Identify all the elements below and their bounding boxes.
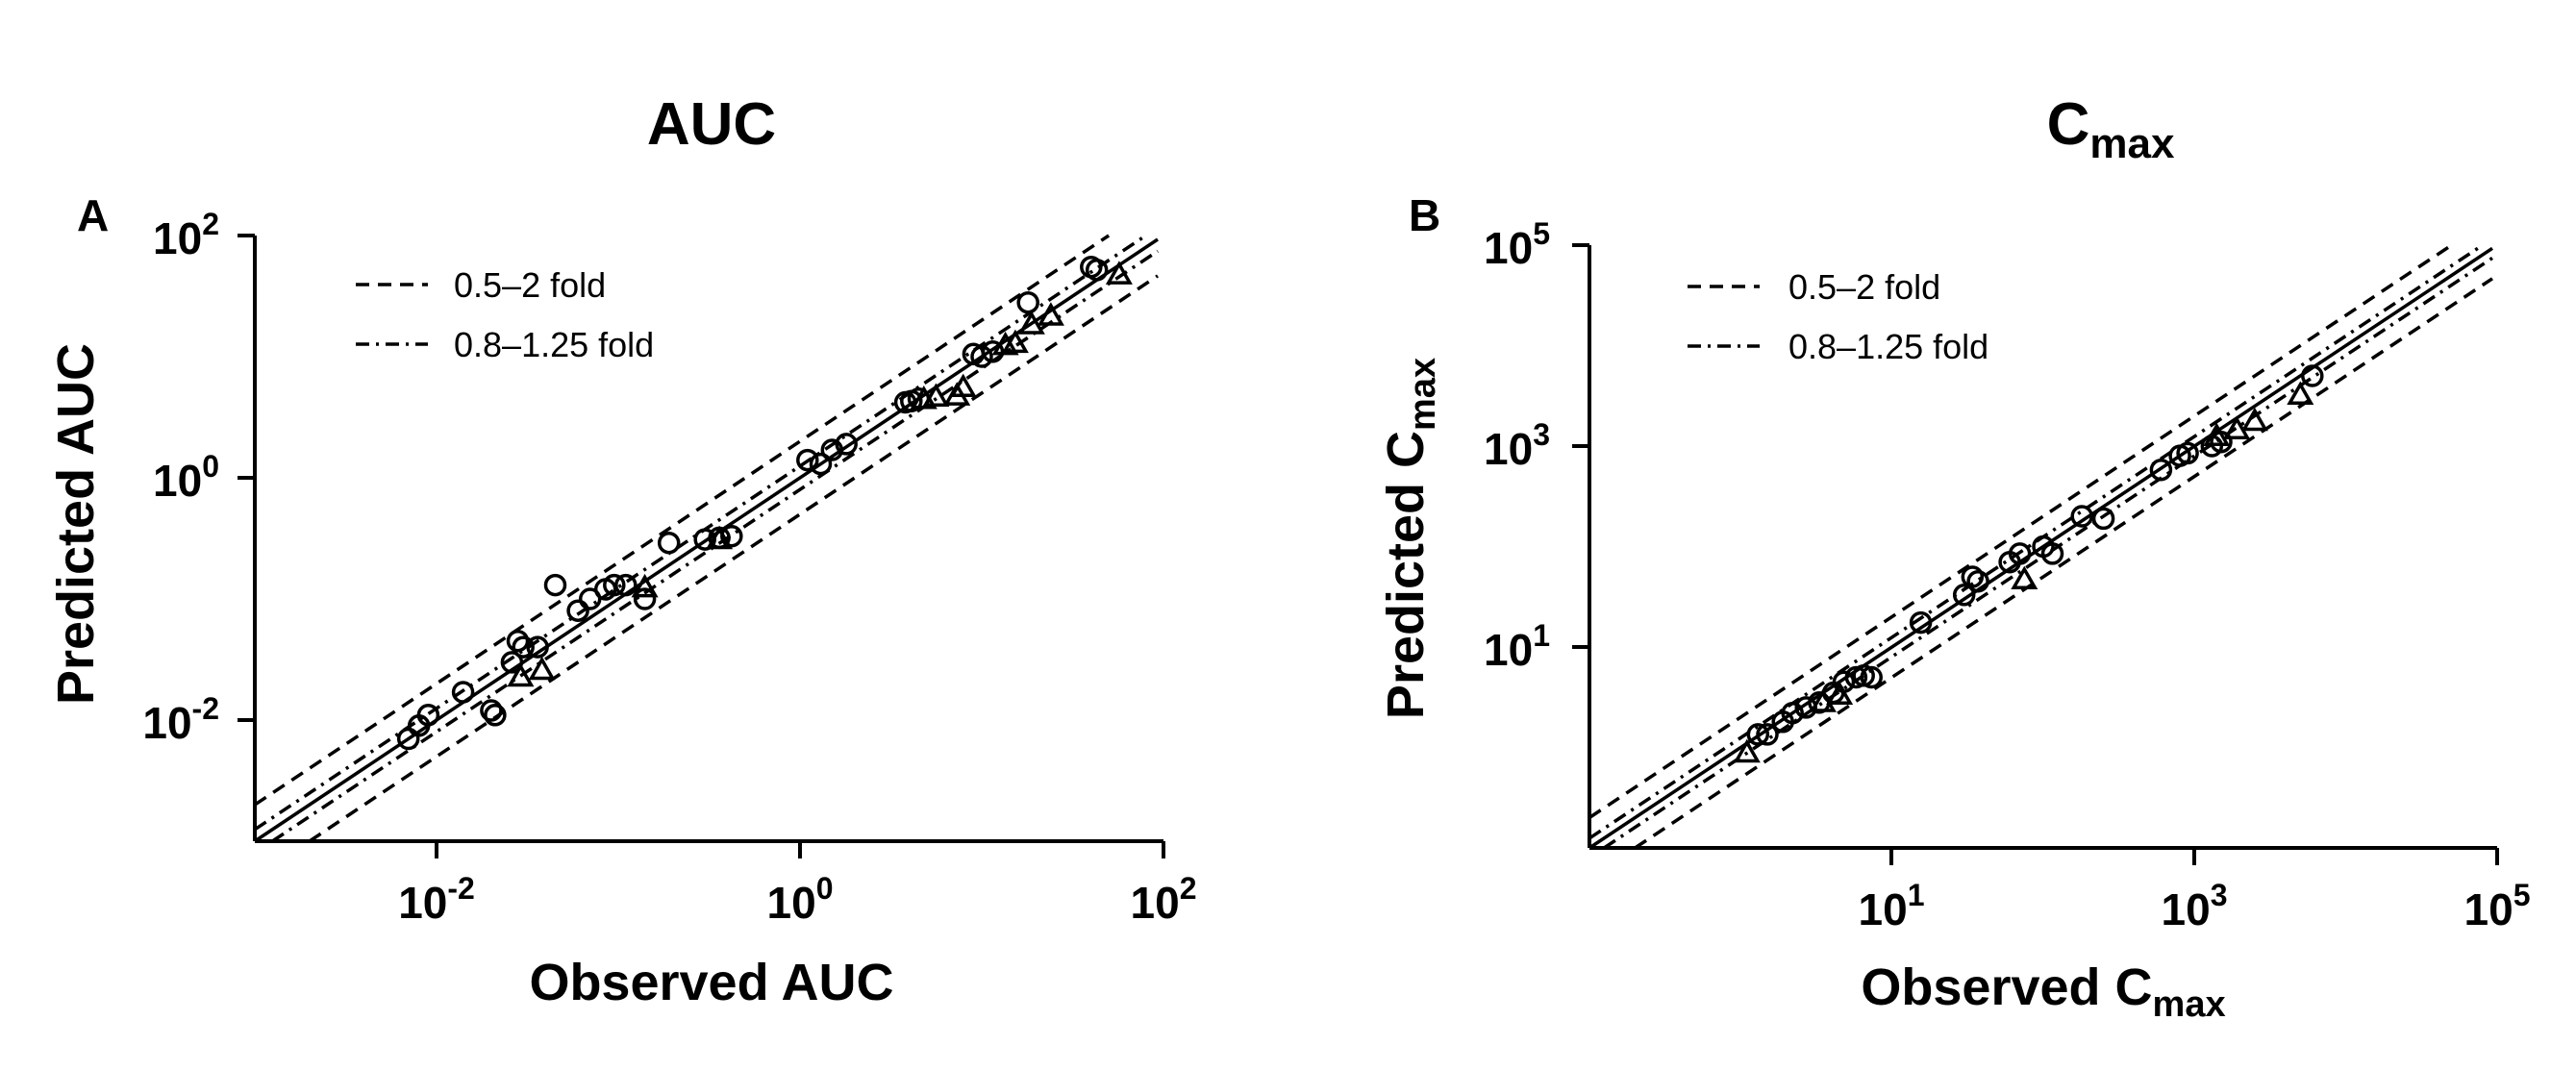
triangle-point (507, 662, 535, 687)
y-axis-label: Predicted Cmax (1377, 358, 1443, 719)
panel-letter: A (77, 190, 109, 240)
triangle-point (1001, 329, 1029, 354)
triangle-point (2011, 565, 2038, 590)
legend-label-dashed: 0.5–2 fold (1788, 267, 1940, 307)
triangle-point (1826, 681, 1854, 706)
x-ticks: 10-2 100 102 (398, 841, 1196, 928)
x-axis-label: Observed Cmax (1861, 958, 2225, 1025)
circle-point (1016, 290, 1039, 314)
circle-point (484, 704, 507, 727)
circle-point (1860, 665, 1883, 689)
y-tick-label: 102 (153, 207, 219, 263)
circle-point (970, 345, 993, 368)
circle-point (500, 651, 524, 674)
circle-point (633, 587, 657, 610)
panel-cmax: Cmax B Predicted Cmax Observed Cmax 0.5–… (1377, 91, 2530, 1025)
data-points (1733, 364, 2324, 763)
circle-point (1756, 723, 1779, 746)
circle-point (796, 448, 819, 472)
circle-point (1746, 723, 1770, 746)
x-tick-label: 103 (2162, 878, 2228, 934)
circle-point (820, 438, 844, 461)
circle-point (1952, 584, 1976, 607)
legend-label-dashdot: 0.8–1.25 fold (454, 325, 654, 364)
circle-point (1781, 701, 1804, 725)
y-tick-label: 103 (1484, 417, 1550, 474)
triangle-point (1733, 738, 1761, 763)
x-tick-label: 10-2 (398, 871, 475, 928)
circle-point (2040, 542, 2064, 565)
triangle-point (2223, 415, 2251, 440)
circle-point (2008, 542, 2032, 565)
chart-title: AUC (647, 91, 776, 158)
fold-line-dashdot (271, 249, 1159, 843)
triangle-point (2203, 422, 2231, 447)
circle-point (506, 629, 530, 653)
circle-point (657, 531, 681, 555)
circle-point (526, 635, 549, 659)
x-tick-label: 102 (1131, 871, 1197, 928)
fold-line-dashed (1588, 243, 2453, 819)
circle-point (981, 340, 1005, 363)
data-points (396, 255, 1133, 751)
y-ticks: 10-2 100 102 (142, 207, 255, 748)
fold-line-dashed (254, 234, 1111, 807)
circle-point (1966, 569, 1989, 593)
x-tick-label: 100 (767, 871, 834, 928)
triangle-point (631, 573, 659, 598)
circle-point (1085, 259, 1109, 282)
circle-point (451, 681, 475, 704)
y-tick-label: 105 (1484, 216, 1550, 273)
y-axis-label: Predicted AUC (47, 343, 105, 705)
triangle-point (1017, 311, 1045, 335)
circle-point (2091, 507, 2115, 531)
panel-letter: B (1409, 190, 1440, 240)
x-tick-label: 105 (2464, 878, 2531, 934)
circle-point (2301, 364, 2324, 387)
triangle-point (706, 525, 734, 550)
triangle-point (1105, 261, 1133, 285)
x-axis-label: Observed AUC (529, 954, 893, 1011)
circle-point (2176, 441, 2199, 465)
triangle-point (2287, 381, 2314, 406)
triangle-point (2240, 407, 2268, 432)
circle-point (1961, 565, 1985, 588)
circle-point (480, 699, 503, 722)
triangle-point (949, 373, 977, 398)
fold-line-dashed (308, 274, 1159, 843)
reference-lines (1588, 243, 2493, 850)
x-ticks: 101 103 105 (1859, 848, 2531, 934)
triangle-point (528, 656, 556, 681)
chart-title: Cmax (2047, 91, 2175, 167)
circle-point (2070, 505, 2093, 528)
y-tick-label: 101 (1484, 618, 1550, 675)
panel-auc: AUC A Predicted AUC Observed AUC 0.5–2 f… (47, 91, 1196, 1011)
circle-point (512, 635, 535, 659)
circle-point (1909, 610, 1933, 635)
circle-point (543, 573, 567, 597)
reference-lines (254, 234, 1159, 843)
fold-line-dashed (1634, 277, 2493, 850)
y-ticks: 101 103 105 (1484, 216, 1589, 675)
legend: 0.5–2 fold 0.8–1.25 fold (1688, 267, 1988, 366)
y-tick-label: 100 (153, 449, 219, 506)
circle-point (2149, 458, 2173, 482)
y-tick-label: 10-2 (142, 691, 219, 748)
circle-point (603, 573, 626, 597)
triangle-point (1037, 302, 1064, 326)
legend-label-dashdot: 0.8–1.25 fold (1788, 327, 1988, 366)
x-tick-label: 101 (1859, 878, 1925, 934)
triangle-point (922, 383, 950, 408)
identity-line (1588, 246, 2493, 850)
legend: 0.5–2 fold 0.8–1.25 fold (356, 265, 654, 364)
circle-point (566, 599, 589, 622)
legend-label-dashed: 0.5–2 fold (454, 265, 606, 305)
circle-point (614, 573, 638, 597)
circle-point (835, 433, 858, 456)
circle-point (416, 704, 440, 727)
circle-point (809, 452, 833, 476)
